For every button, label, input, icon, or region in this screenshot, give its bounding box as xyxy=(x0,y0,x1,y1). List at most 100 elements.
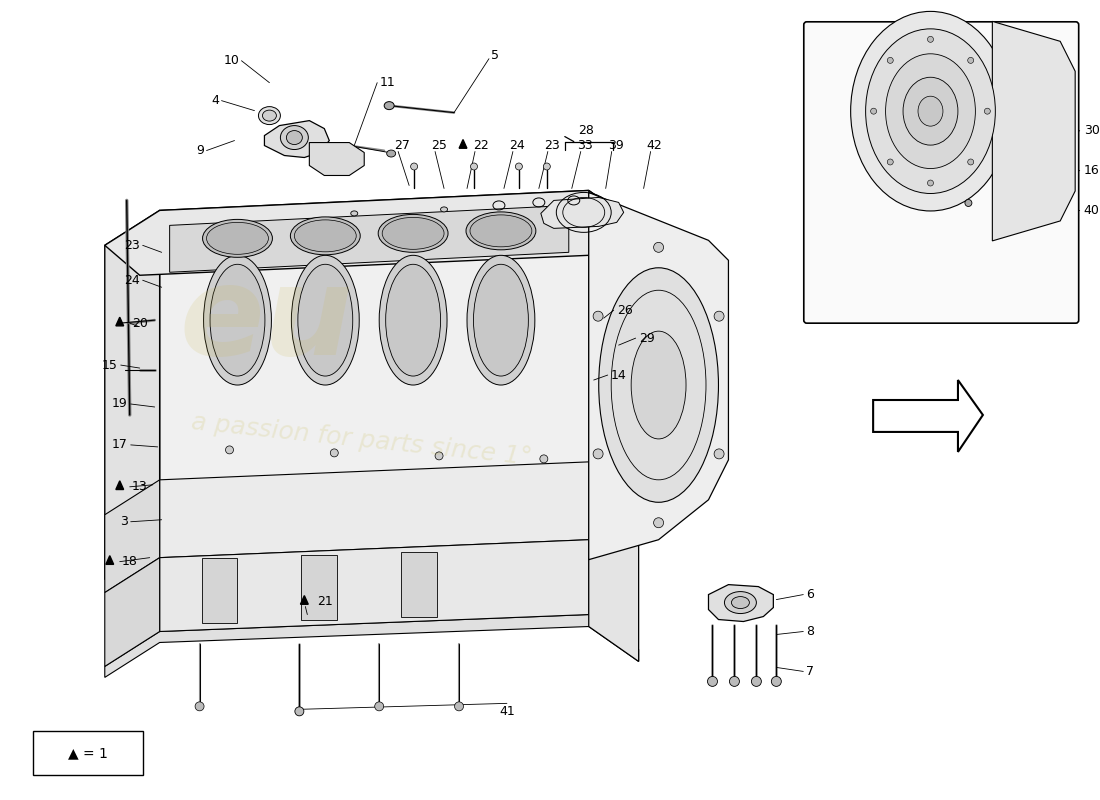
Polygon shape xyxy=(402,552,437,617)
Text: eu: eu xyxy=(179,260,353,381)
Ellipse shape xyxy=(330,449,339,457)
Ellipse shape xyxy=(384,102,394,110)
Ellipse shape xyxy=(204,255,272,385)
Ellipse shape xyxy=(631,331,686,439)
Text: 28: 28 xyxy=(578,124,594,137)
Ellipse shape xyxy=(471,163,477,170)
Ellipse shape xyxy=(732,597,749,609)
Polygon shape xyxy=(160,190,588,545)
Text: 33: 33 xyxy=(576,139,593,152)
Polygon shape xyxy=(708,585,773,622)
Ellipse shape xyxy=(888,58,893,63)
Polygon shape xyxy=(588,190,639,662)
Polygon shape xyxy=(106,556,113,564)
Text: 24: 24 xyxy=(124,274,140,286)
Text: 26: 26 xyxy=(617,304,632,317)
Text: 20: 20 xyxy=(132,317,147,330)
Polygon shape xyxy=(104,210,160,580)
Text: 10: 10 xyxy=(223,54,240,67)
Polygon shape xyxy=(992,22,1075,241)
Ellipse shape xyxy=(598,268,718,502)
Text: 7: 7 xyxy=(806,665,814,678)
Ellipse shape xyxy=(543,163,550,170)
Ellipse shape xyxy=(593,311,603,321)
Polygon shape xyxy=(104,558,160,666)
Ellipse shape xyxy=(292,255,360,385)
Text: 39: 39 xyxy=(607,139,624,152)
Ellipse shape xyxy=(707,677,717,686)
Text: 16: 16 xyxy=(1084,164,1099,177)
Ellipse shape xyxy=(751,677,761,686)
Ellipse shape xyxy=(516,163,522,170)
Text: 22: 22 xyxy=(473,139,488,152)
Text: 23: 23 xyxy=(124,239,140,252)
Ellipse shape xyxy=(441,207,448,212)
Polygon shape xyxy=(104,190,639,275)
Ellipse shape xyxy=(593,449,603,459)
Ellipse shape xyxy=(387,150,396,157)
Bar xyxy=(33,731,143,775)
Ellipse shape xyxy=(965,199,972,206)
Polygon shape xyxy=(541,198,624,228)
Text: 21: 21 xyxy=(317,595,333,608)
Text: 24: 24 xyxy=(509,139,525,152)
Ellipse shape xyxy=(870,108,877,114)
Text: 8: 8 xyxy=(806,625,814,638)
Polygon shape xyxy=(264,121,329,158)
Text: 27: 27 xyxy=(394,139,410,152)
Text: 25: 25 xyxy=(431,139,447,152)
Polygon shape xyxy=(169,206,569,272)
Text: 3: 3 xyxy=(120,515,128,528)
Text: 14: 14 xyxy=(610,369,626,382)
Ellipse shape xyxy=(351,211,358,216)
Text: 30: 30 xyxy=(1084,124,1100,137)
Polygon shape xyxy=(160,540,588,631)
Text: 42: 42 xyxy=(647,139,662,152)
Ellipse shape xyxy=(968,58,974,63)
Text: a passion for parts since 1°: a passion for parts since 1° xyxy=(189,410,532,470)
Ellipse shape xyxy=(207,222,268,254)
Ellipse shape xyxy=(473,264,528,376)
Ellipse shape xyxy=(888,159,893,165)
Ellipse shape xyxy=(886,54,976,169)
Ellipse shape xyxy=(375,702,384,711)
Text: 6: 6 xyxy=(806,588,814,601)
Ellipse shape xyxy=(202,219,273,258)
Polygon shape xyxy=(301,554,338,619)
Polygon shape xyxy=(104,480,160,593)
Ellipse shape xyxy=(927,180,934,186)
Ellipse shape xyxy=(195,702,205,711)
Polygon shape xyxy=(300,595,308,604)
Polygon shape xyxy=(588,193,728,560)
Ellipse shape xyxy=(714,311,724,321)
Ellipse shape xyxy=(918,96,943,126)
Ellipse shape xyxy=(866,29,996,194)
Polygon shape xyxy=(873,380,983,452)
Text: 19: 19 xyxy=(112,398,128,410)
Polygon shape xyxy=(201,558,238,622)
Ellipse shape xyxy=(725,591,757,614)
Ellipse shape xyxy=(210,264,265,376)
Ellipse shape xyxy=(382,218,444,250)
Text: 13: 13 xyxy=(132,480,147,494)
Text: ▲ = 1: ▲ = 1 xyxy=(68,746,108,760)
Polygon shape xyxy=(309,142,364,175)
Ellipse shape xyxy=(653,518,663,528)
Text: 17: 17 xyxy=(112,438,128,451)
Ellipse shape xyxy=(984,108,990,114)
Ellipse shape xyxy=(968,159,974,165)
Text: 41: 41 xyxy=(499,705,515,718)
Text: 11: 11 xyxy=(379,76,395,89)
Ellipse shape xyxy=(454,702,463,711)
Bar xyxy=(815,33,1068,312)
Ellipse shape xyxy=(466,212,536,250)
Ellipse shape xyxy=(280,126,308,150)
Text: 18: 18 xyxy=(122,555,138,568)
Text: 5: 5 xyxy=(491,50,499,62)
Ellipse shape xyxy=(226,446,233,454)
Text: 4: 4 xyxy=(211,94,220,107)
Polygon shape xyxy=(459,139,466,148)
Ellipse shape xyxy=(298,264,353,376)
FancyBboxPatch shape xyxy=(804,22,1079,323)
Ellipse shape xyxy=(653,242,663,252)
